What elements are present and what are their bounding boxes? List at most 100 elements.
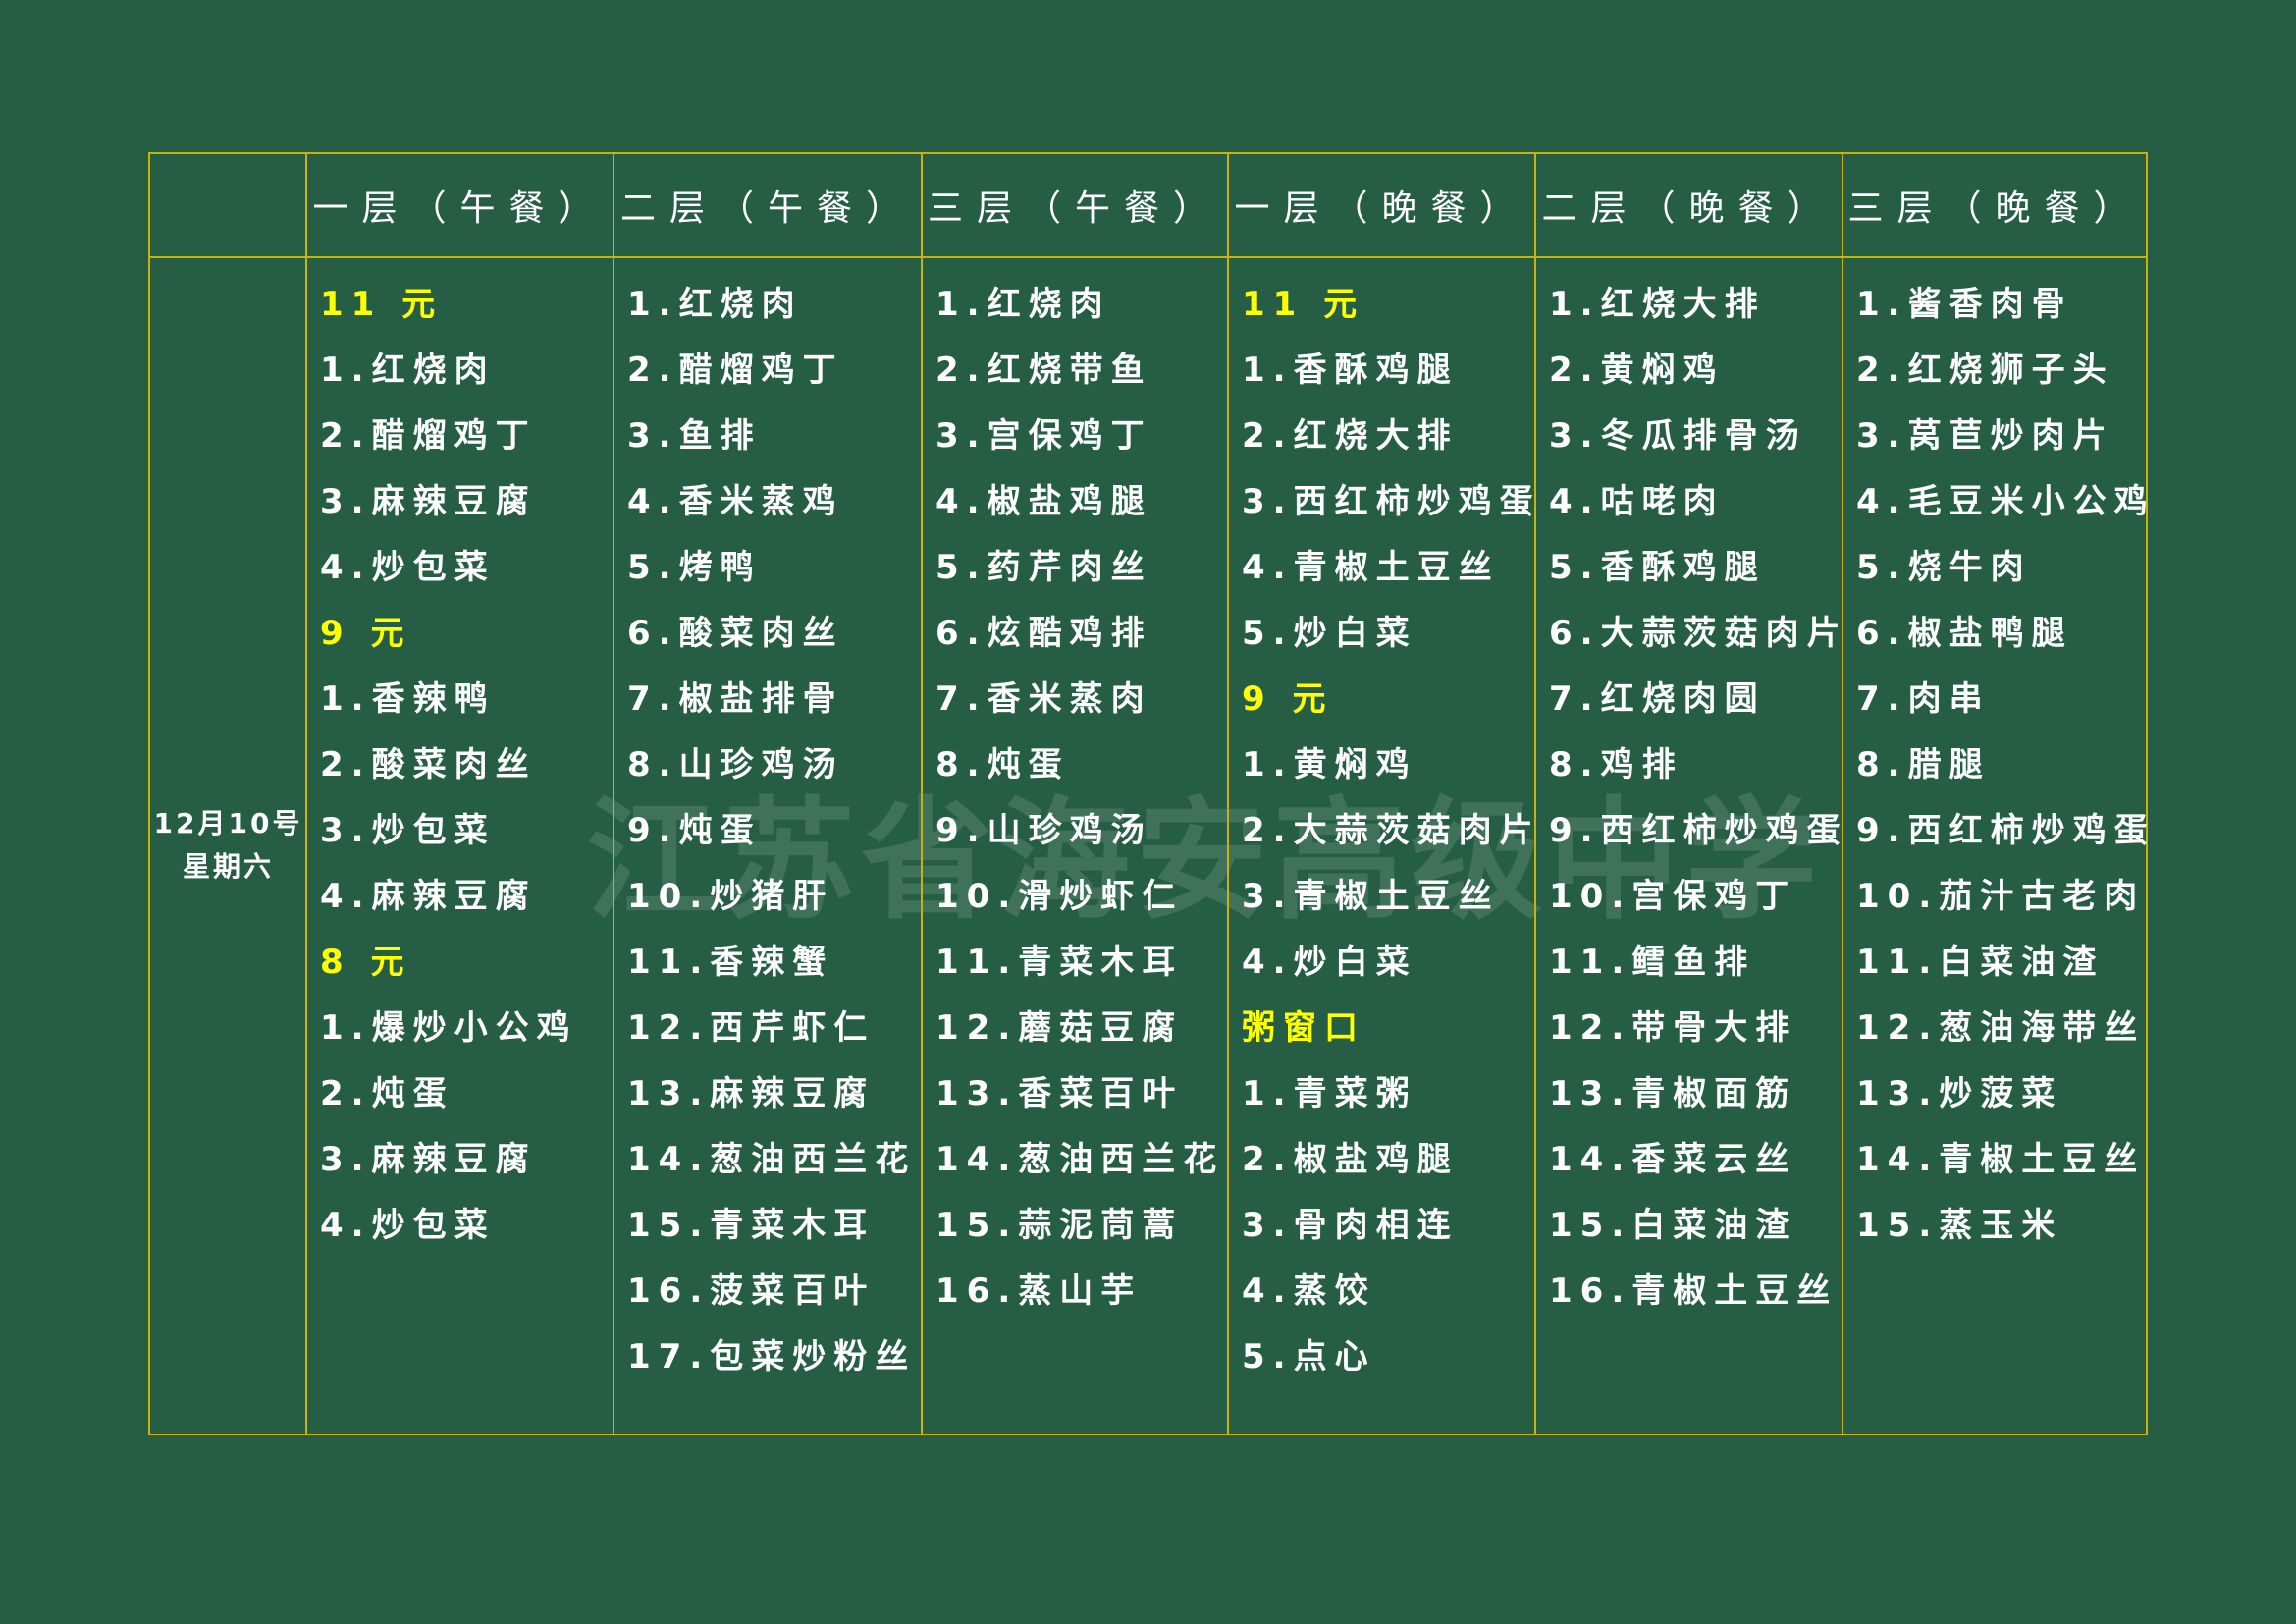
menu-item: 11.青菜木耳 xyxy=(935,943,1184,982)
menu-item: 1.酱香肉骨 xyxy=(1856,285,2073,324)
menu-column: 11 元 1.香酥鸡腿 2.红烧大排 3.西红柿炒鸡蛋 4.青椒土豆丝 5.炒白菜 9 元 1… xyxy=(1242,280,1541,1398)
menu-item: 2.醋熘鸡丁 xyxy=(627,351,844,390)
menu-item: 15.蒸玉米 xyxy=(1856,1206,2063,1245)
menu-item: 4.蒸饺 xyxy=(1242,1272,1376,1311)
column-header: 三层（午餐） xyxy=(927,189,1222,229)
menu-item: 3.炒包菜 xyxy=(320,811,496,850)
menu-item: 2.红烧狮子头 xyxy=(1856,351,2114,390)
column-divider xyxy=(305,154,307,1434)
price-heading: 9 元 xyxy=(1242,679,1334,719)
menu-item: 4.麻辣豆腐 xyxy=(320,877,537,916)
column-divider xyxy=(1534,154,1536,1434)
menu-item: 11.鳕鱼排 xyxy=(1549,943,1756,982)
menu-item: 4.椒盐鸡腿 xyxy=(935,482,1152,521)
menu-item: 4.炒白菜 xyxy=(1242,943,1417,982)
menu-item: 8.腊腿 xyxy=(1856,745,1991,785)
menu-item: 13.青椒面筋 xyxy=(1549,1074,1797,1113)
menu-item: 16.蒸山芋 xyxy=(935,1272,1143,1311)
menu-item: 10.炒猪肝 xyxy=(627,877,834,916)
menu-item: 14.青椒土豆丝 xyxy=(1856,1140,2146,1179)
menu-item: 17.包菜炒粉丝 xyxy=(627,1337,917,1377)
menu-item: 16.青椒土豆丝 xyxy=(1549,1272,1839,1311)
menu-item: 15.白菜油渣 xyxy=(1549,1206,1797,1245)
menu-item: 5.炒白菜 xyxy=(1242,614,1417,653)
weekday-text: 星期六 xyxy=(182,850,274,883)
menu-item: 9.西红柿炒鸡蛋 xyxy=(1549,811,1848,850)
menu-item: 4.青椒土豆丝 xyxy=(1242,548,1500,587)
column-header: 二层（晚餐） xyxy=(1541,189,1837,229)
menu-item: 12.西芹虾仁 xyxy=(627,1008,876,1048)
menu-item: 7.肉串 xyxy=(1856,679,1991,719)
price-heading: 9 元 xyxy=(320,614,412,653)
menu-item: 6.大蒜茨菇肉片 xyxy=(1549,614,1848,653)
menu-item: 2.红烧带鱼 xyxy=(935,351,1152,390)
column-divider xyxy=(613,154,614,1434)
menu-item: 2.炖蛋 xyxy=(320,1074,454,1113)
menu-item: 11.香辣蟹 xyxy=(627,943,834,982)
menu-item: 4.炒包菜 xyxy=(320,548,496,587)
menu-item: 10.宫保鸡丁 xyxy=(1549,877,1797,916)
menu-item: 10.滑炒虾仁 xyxy=(935,877,1184,916)
menu-item: 14.葱油西兰花 xyxy=(935,1140,1225,1179)
menu-item: 10.茄汁古老肉 xyxy=(1856,877,2146,916)
menu-item: 13.香菜百叶 xyxy=(935,1074,1184,1113)
menu-item: 9.炖蛋 xyxy=(627,811,762,850)
menu-item: 6.酸菜肉丝 xyxy=(627,614,844,653)
menu-item: 5.点心 xyxy=(1242,1337,1376,1377)
menu-item: 12.葱油海带丝 xyxy=(1856,1008,2146,1048)
price-heading: 11 元 xyxy=(1242,285,1365,324)
menu-column: 1.酱香肉骨 2.红烧狮子头 3.莴苣炒肉片 4.毛豆米小公鸡 5.烧牛肉 6.椒盐鸭腿 7… xyxy=(1856,280,2156,1267)
menu-item: 4.毛豆米小公鸡 xyxy=(1856,482,2156,521)
menu-item: 14.香菜云丝 xyxy=(1549,1140,1797,1179)
menu-item: 8.山珍鸡汤 xyxy=(627,745,844,785)
menu-item: 7.红烧肉圆 xyxy=(1549,679,1766,719)
menu-item: 6.炫酷鸡排 xyxy=(935,614,1152,653)
menu-item: 4.炒包菜 xyxy=(320,1206,496,1245)
column-header: 二层（午餐） xyxy=(619,189,915,229)
menu-item: 16.菠菜百叶 xyxy=(627,1272,876,1311)
menu-item: 14.葱油西兰花 xyxy=(627,1140,917,1179)
menu-item: 1.红烧肉 xyxy=(935,285,1111,324)
menu-item: 15.青菜木耳 xyxy=(627,1206,876,1245)
menu-item: 1.红烧大排 xyxy=(1549,285,1766,324)
menu-item: 1.红烧肉 xyxy=(627,285,803,324)
menu-item: 3.西红柿炒鸡蛋 xyxy=(1242,482,1541,521)
menu-item: 2.黄焖鸡 xyxy=(1549,351,1725,390)
menu-item: 3.麻辣豆腐 xyxy=(320,482,537,521)
menu-item: 3.青椒土豆丝 xyxy=(1242,877,1500,916)
menu-item: 8.炖蛋 xyxy=(935,745,1070,785)
menu-item: 3.冬瓜排骨汤 xyxy=(1549,416,1807,456)
menu-item: 12.带骨大排 xyxy=(1549,1008,1797,1048)
column-header: 一层（午餐） xyxy=(312,189,608,229)
price-heading: 粥窗口 xyxy=(1242,1008,1365,1048)
menu-item: 3.宫保鸡丁 xyxy=(935,416,1152,456)
menu-item: 7.椒盐排骨 xyxy=(627,679,844,719)
menu-item: 1.红烧肉 xyxy=(320,351,496,390)
menu-item: 11.白菜油渣 xyxy=(1856,943,2105,982)
menu-item: 15.蒜泥茼蒿 xyxy=(935,1206,1184,1245)
column-header: 一层（晚餐） xyxy=(1234,189,1529,229)
menu-column: 1.红烧大排 2.黄焖鸡 3.冬瓜排骨汤 4.咕咾肉 5.香酥鸡腿 6.大蒜茨菇肉片 7.红… xyxy=(1549,280,1848,1332)
price-heading: 11 元 xyxy=(320,285,444,324)
column-divider xyxy=(1842,154,1843,1434)
menu-item: 12.蘑菇豆腐 xyxy=(935,1008,1184,1048)
menu-item: 5.烧牛肉 xyxy=(1856,548,2032,587)
menu-item: 1.青菜粥 xyxy=(1242,1074,1417,1113)
menu-item: 7.香米蒸肉 xyxy=(935,679,1152,719)
date-cell: 12月10号 星期六 xyxy=(150,802,306,889)
menu-item: 13.麻辣豆腐 xyxy=(627,1074,876,1113)
column-divider xyxy=(1227,154,1229,1434)
menu-item: 13.炒菠菜 xyxy=(1856,1074,2063,1113)
menu-item: 3.莴苣炒肉片 xyxy=(1856,416,2114,456)
menu-item: 1.爆炒小公鸡 xyxy=(320,1008,578,1048)
date-text: 12月10号 xyxy=(153,807,303,839)
menu-item: 2.醋熘鸡丁 xyxy=(320,416,537,456)
menu-item: 2.红烧大排 xyxy=(1242,416,1459,456)
menu-item: 9.山珍鸡汤 xyxy=(935,811,1152,850)
menu-item: 1.黄焖鸡 xyxy=(1242,745,1417,785)
menu-item: 5.烤鸭 xyxy=(627,548,762,587)
menu-column: 1.红烧肉 2.醋熘鸡丁 3.鱼排 4.香米蒸鸡 5.烤鸭 6.酸菜肉丝 7.椒盐排骨 8.山… xyxy=(627,280,916,1398)
price-heading: 8 元 xyxy=(320,943,412,982)
menu-item: 5.香酥鸡腿 xyxy=(1549,548,1766,587)
menu-item: 1.香酥鸡腿 xyxy=(1242,351,1459,390)
